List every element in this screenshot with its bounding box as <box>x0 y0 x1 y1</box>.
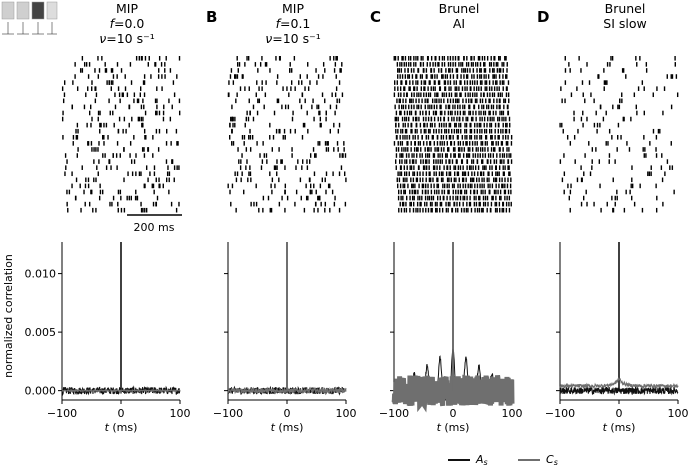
scalebar-label: 200 ms <box>134 221 175 234</box>
correlation-plots: 0.000 0.005 0.010 −100 0 100 t (ms) −100 0 100 t (… <box>25 242 689 434</box>
x-axis-label: t (ms) <box>271 421 304 434</box>
raster-plots <box>61 56 679 213</box>
panel-title-line: MIP <box>282 1 304 16</box>
y-tick-label: 0.010 <box>25 268 57 281</box>
panel-title-line: f=0.0 <box>110 16 145 31</box>
x-tick-label: 100 <box>668 407 689 420</box>
panel-title-line: AI <box>453 16 465 31</box>
panel-title-line: Brunel <box>605 1 646 16</box>
panel-title-line: f=0.1 <box>276 16 311 31</box>
panel-title-line: ν=10 s⁻¹ <box>265 31 320 46</box>
inset-thumbnail-icon <box>1 1 58 35</box>
panel-title-line: MIP <box>116 1 138 16</box>
correlation-series-cs <box>61 388 181 393</box>
x-tick-label: −100 <box>47 407 77 420</box>
panel-letter-c: C <box>370 8 381 26</box>
legend: As Cs <box>448 453 558 465</box>
x-axis-label: t (ms) <box>105 421 138 434</box>
panel-letter-b: B <box>206 8 217 26</box>
y-tick-label: 0.005 <box>25 326 57 339</box>
panel-title-line: ν=10 s⁻¹ <box>99 31 154 46</box>
y-axis-label: normalized correlation <box>2 254 15 378</box>
x-tick-label: 0 <box>284 407 291 420</box>
x-tick-label: 0 <box>450 407 457 420</box>
panel-title-line: Brunel <box>439 1 480 16</box>
x-tick-label: 100 <box>336 407 357 420</box>
x-tick-label: −100 <box>213 407 243 420</box>
legend-label-cs: Cs <box>546 453 558 465</box>
x-tick-label: −100 <box>379 407 409 420</box>
x-tick-label: 100 <box>170 407 191 420</box>
panel-letter-d: D <box>537 8 549 26</box>
x-tick-label: 100 <box>502 407 523 420</box>
x-tick-label: −100 <box>545 407 575 420</box>
x-axis-label: t (ms) <box>437 421 470 434</box>
panel-title-line: SI slow <box>603 16 646 31</box>
legend-label-as: As <box>475 453 488 465</box>
x-tick-label: 0 <box>118 407 125 420</box>
x-tick-label: 0 <box>616 407 623 420</box>
correlation-series-cs <box>559 377 679 390</box>
x-axis-label: t (ms) <box>603 421 636 434</box>
y-tick-label: 0.000 <box>25 385 57 398</box>
correlation-series-cs <box>227 386 347 395</box>
